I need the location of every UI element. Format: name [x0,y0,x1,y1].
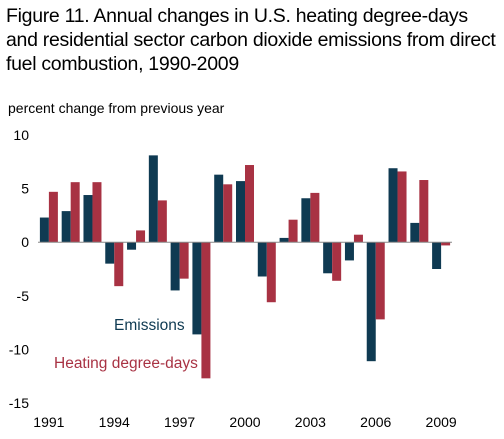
y-tick-label: -10 [9,341,29,357]
chart-title: Figure 11. Annual changes in U.S. heatin… [6,5,496,75]
bar-heating-degree-days [310,192,320,243]
bar-heating-degree-days [353,234,363,243]
legend-emissions: Emissions [114,317,185,334]
bar-emissions [192,242,202,335]
bar-emissions [236,181,245,243]
y-tick-label: 0 [21,234,29,250]
bar-emissions [344,242,354,261]
bar-emissions [148,155,158,243]
bar-emissions [410,222,420,243]
bar-heating-degree-days [136,230,146,243]
bar-emissions [301,198,311,243]
bar-emissions [214,174,224,243]
bar-heating-degree-days [288,219,298,243]
bar-emissions [432,242,442,269]
bar-heating-degree-days [157,200,167,243]
bar-emissions [388,168,398,243]
bar-heating-degree-days [114,242,124,287]
bar-emissions [83,195,93,243]
y-tick-label: -5 [17,288,30,304]
bar-emissions [39,217,49,243]
bar-heating-degree-days [397,171,407,243]
bar-emissions [323,242,333,274]
bar-emissions [127,242,137,250]
bar-heating-degree-days [266,242,276,303]
bar-heating-degree-days [419,180,429,243]
bar-heating-degree-days [48,191,58,243]
bar-emissions [366,242,376,362]
bar-heating-degree-days [223,184,233,243]
x-tick-label: 1991 [33,414,64,430]
legend-heating-degree-days: Heating degree-days [54,355,198,372]
bar-emissions [105,242,115,264]
x-tick-label: 2006 [360,414,391,430]
bar-heating-degree-days [375,242,385,320]
bar-heating-degree-days [441,242,451,246]
x-tick-label: 1997 [164,414,195,430]
bar-emissions [61,211,71,243]
y-tick-label: 10 [13,127,29,143]
bar-heating-degree-days [201,242,211,379]
y-tick-label: 5 [21,181,29,197]
bar-heating-degree-days [245,165,254,243]
x-tick-label: 2000 [229,414,260,430]
x-tick-label: 1994 [99,414,130,430]
bar-heating-degree-days [332,242,342,281]
bar-emissions [170,242,180,291]
bar-emissions [257,242,267,277]
bar-heating-degree-days [179,242,189,279]
bar-heating-degree-days [70,182,80,243]
x-tick-label: 2009 [426,414,457,430]
bar-emissions [279,237,289,243]
bar-heating-degree-days [92,182,102,243]
x-tick-label: 2003 [295,414,326,430]
y-tick-label: -15 [9,395,29,411]
y-axis-label: percent change from previous year [8,100,225,116]
